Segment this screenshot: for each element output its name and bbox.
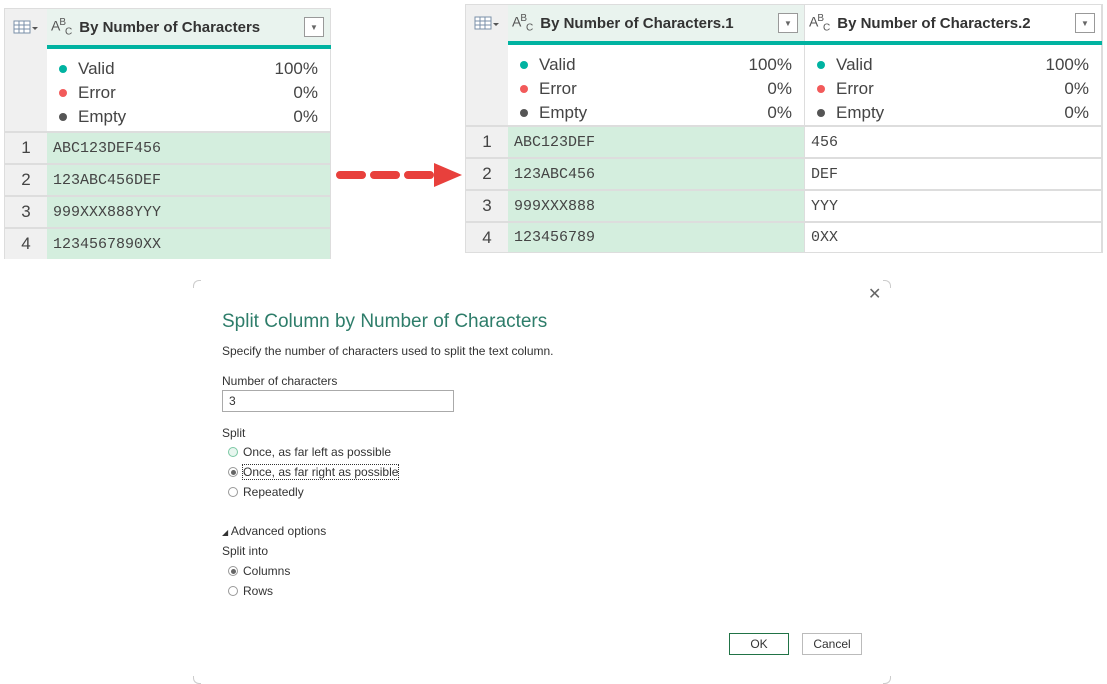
radio-icon: [228, 467, 238, 477]
row-number: 2: [466, 157, 508, 189]
dialog-title: Split Column by Number of Characters: [222, 311, 548, 332]
table-cell[interactable]: 123456789: [508, 221, 805, 252]
table-menu-icon[interactable]: [5, 9, 47, 45]
table-cell[interactable]: YYY: [805, 189, 1102, 221]
ok-button[interactable]: OK: [729, 633, 789, 655]
radio-icon: [228, 566, 238, 576]
result-table: ABC By Number of Characters.1 ▼ ABC By N…: [465, 4, 1103, 253]
table-cell[interactable]: 0XX: [805, 221, 1102, 252]
radio-split-right[interactable]: Once, as far right as possible: [228, 464, 400, 480]
column-quality-stats: Valid 100% Error 0% Empty 0%: [47, 49, 331, 131]
radio-columns[interactable]: Columns: [228, 564, 290, 578]
text-type-icon: ABC: [512, 12, 533, 34]
column-filter-dropdown[interactable]: ▼: [304, 17, 324, 37]
table-cell[interactable]: 456: [805, 125, 1102, 157]
radio-split-left[interactable]: Once, as far left as possible: [228, 445, 391, 459]
cancel-button[interactable]: Cancel: [802, 633, 862, 655]
radio-rows[interactable]: Rows: [228, 584, 273, 598]
row-number: 4: [5, 227, 47, 259]
source-table: ABC By Number of Characters ▼ Valid 100% …: [4, 8, 331, 259]
advanced-options-toggle[interactable]: ◢ Advanced options: [222, 524, 327, 538]
column-header-2[interactable]: ABC By Number of Characters.2 ▼: [805, 5, 1102, 41]
row-number: 4: [466, 221, 508, 252]
radio-icon: [228, 487, 238, 497]
table-cell[interactable]: 999XXX888YYY: [47, 195, 331, 227]
column-name: By Number of Characters: [79, 18, 261, 36]
split-into-label: Split into: [222, 544, 269, 558]
number-of-characters-input[interactable]: [222, 390, 454, 412]
table-cell[interactable]: 123ABC456DEF: [47, 163, 331, 195]
table-cell[interactable]: 1234567890XX: [47, 227, 331, 259]
table-cell[interactable]: 999XXX888: [508, 189, 805, 221]
column-quality-stats: Valid 100% Error 0% Empty 0%: [508, 45, 805, 125]
radio-icon: [228, 447, 238, 457]
text-type-icon: ABC: [51, 16, 72, 38]
arrow-icon: [336, 163, 462, 187]
table-cell[interactable]: ABC123DEF: [508, 125, 805, 157]
row-number: 2: [5, 163, 47, 195]
quality-bar: [47, 45, 331, 49]
column-quality-stats: Valid 100% Error 0% Empty 0%: [805, 45, 1102, 125]
dialog-description: Specify the number of characters used to…: [222, 344, 554, 358]
text-type-icon: ABC: [809, 12, 830, 34]
table-cell[interactable]: DEF: [805, 157, 1102, 189]
table-menu-icon[interactable]: [466, 5, 508, 41]
column-header[interactable]: ABC By Number of Characters ▼: [47, 9, 331, 45]
quality-bar: [508, 41, 1102, 45]
column-filter-dropdown[interactable]: ▼: [1075, 13, 1095, 33]
column-filter-dropdown[interactable]: ▼: [778, 13, 798, 33]
row-number: 3: [5, 195, 47, 227]
row-number: 3: [466, 189, 508, 221]
split-column-dialog: ✕ Split Column by Number of Characters S…: [193, 280, 891, 684]
triangle-icon: ◢: [222, 528, 229, 537]
row-number: 1: [466, 125, 508, 157]
split-label: Split: [222, 426, 246, 440]
row-number: 1: [5, 131, 47, 163]
number-of-characters-label: Number of characters: [222, 374, 338, 388]
table-cell[interactable]: 123ABC456: [508, 157, 805, 189]
table-cell[interactable]: ABC123DEF456: [47, 131, 331, 163]
radio-split-repeatedly[interactable]: Repeatedly: [228, 485, 304, 499]
column-header-1[interactable]: ABC By Number of Characters.1 ▼: [508, 5, 805, 41]
close-icon[interactable]: ✕: [868, 286, 882, 303]
radio-icon: [228, 586, 238, 596]
